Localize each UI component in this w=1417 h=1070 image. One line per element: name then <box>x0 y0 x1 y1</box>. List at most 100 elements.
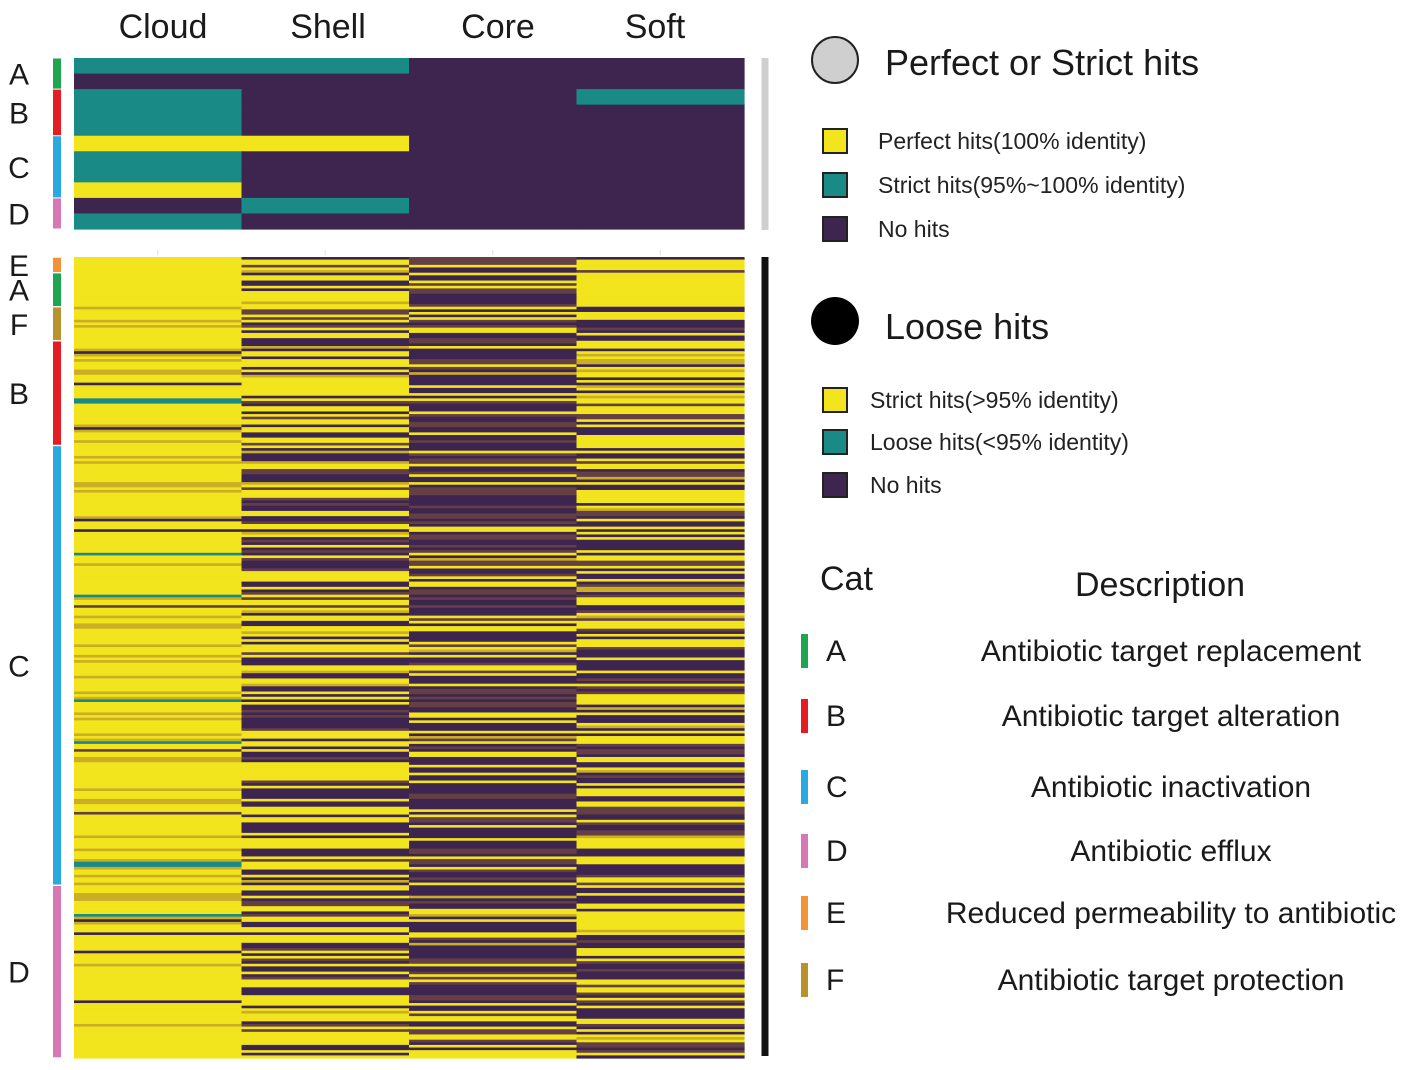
heat-cell <box>74 440 243 444</box>
heat-cell <box>241 484 410 488</box>
category-row-f: F Antibiotic target protection <box>801 961 1417 1001</box>
heat-cell <box>74 416 243 420</box>
heat-cell <box>576 1039 745 1043</box>
heat-cell <box>241 916 410 920</box>
heat-cell <box>74 733 243 737</box>
heat-cell <box>409 730 578 735</box>
heat-cell <box>576 785 745 789</box>
heat-cell <box>409 197 578 215</box>
heat-cell <box>74 476 243 481</box>
heat-cell <box>74 317 243 321</box>
category-segment-d <box>53 885 61 1058</box>
heat-cell <box>576 584 745 588</box>
heat-cell <box>409 921 578 926</box>
heat-cell <box>409 696 578 700</box>
heat-cell <box>409 1013 578 1017</box>
heat-cell <box>409 932 578 936</box>
heat-cell <box>409 304 578 308</box>
heat-cell <box>576 571 745 575</box>
heat-cell <box>241 804 410 808</box>
loose-hits-category-bar <box>53 257 61 1058</box>
heat-cell <box>576 526 745 530</box>
heat-cell <box>74 589 243 593</box>
heat-cell <box>576 804 745 808</box>
heat-cell <box>74 510 243 515</box>
heat-cell <box>74 594 243 598</box>
heat-cell <box>74 1044 243 1049</box>
heat-cell <box>74 403 243 407</box>
category-code: A <box>826 635 847 668</box>
heat-cell <box>576 746 745 750</box>
heat-cell <box>576 814 745 818</box>
heat-cell <box>74 531 243 536</box>
heat-cell <box>74 869 243 873</box>
heat-cell <box>241 89 410 106</box>
heat-cell <box>74 887 243 892</box>
heat-cell <box>409 466 578 470</box>
heat-cell <box>409 906 578 910</box>
heat-cell <box>409 58 578 75</box>
heat-cell <box>241 809 410 813</box>
heat-cell <box>74 584 243 588</box>
row-label-f: F <box>10 309 28 342</box>
heat-cell <box>576 576 745 580</box>
heat-cell <box>241 411 410 415</box>
heat-cell <box>74 804 243 808</box>
heat-cell <box>74 667 243 672</box>
heat-cell <box>241 688 410 693</box>
heat-cell <box>576 346 745 350</box>
strict-legend-item: Perfect hits(100% identity) <box>822 124 1146 158</box>
heat-cell <box>74 694 243 698</box>
heat-cell <box>241 471 410 475</box>
heat-cell <box>576 1010 745 1015</box>
row-label-c: C <box>8 650 30 683</box>
heat-cell <box>241 325 410 329</box>
heat-cell <box>74 573 243 577</box>
heat-cell <box>241 463 410 468</box>
heat-cell <box>74 822 243 826</box>
heat-cell <box>74 605 243 609</box>
heat-cell <box>576 492 745 496</box>
heat-cell <box>74 783 243 787</box>
heat-cell <box>576 997 745 1002</box>
heat-cell <box>409 914 578 918</box>
heat-cell <box>74 699 243 703</box>
heat-cell <box>576 513 745 517</box>
heat-cell <box>74 1018 243 1022</box>
heat-cell <box>409 166 578 183</box>
heat-cell <box>576 908 745 913</box>
heat-cell <box>74 845 243 850</box>
heat-cell <box>576 382 745 386</box>
heat-cell <box>409 351 578 355</box>
heat-cell <box>74 717 243 721</box>
heat-cell <box>74 762 243 766</box>
heat-cell <box>74 505 243 509</box>
heat-cell <box>409 555 578 559</box>
heat-cell <box>241 636 410 640</box>
heat-cell <box>409 1052 578 1056</box>
heat-cell <box>74 560 243 564</box>
heat-cell <box>74 267 243 271</box>
heat-cell <box>74 298 243 303</box>
category-segment-c <box>53 446 61 885</box>
heat-cell <box>409 353 578 358</box>
heat-cell <box>241 1052 410 1056</box>
heat-cell <box>409 421 578 426</box>
heat-cell <box>576 644 745 648</box>
heat-cell <box>409 866 578 871</box>
heat-cell <box>409 314 578 318</box>
heat-cell <box>409 613 578 617</box>
heat-cell <box>74 921 243 926</box>
heat-cell <box>576 838 745 842</box>
heat-cell <box>241 940 410 944</box>
heat-cell <box>409 366 578 371</box>
heat-cell <box>576 552 745 557</box>
heat-cell <box>576 652 745 656</box>
heat-cell <box>409 822 578 826</box>
heat-cell <box>409 804 578 808</box>
category-segment-a <box>53 58 61 89</box>
row-label-c: C <box>8 152 30 185</box>
category-segment-f <box>53 307 61 341</box>
heat-cell <box>241 966 410 970</box>
heat-cell <box>241 775 410 779</box>
